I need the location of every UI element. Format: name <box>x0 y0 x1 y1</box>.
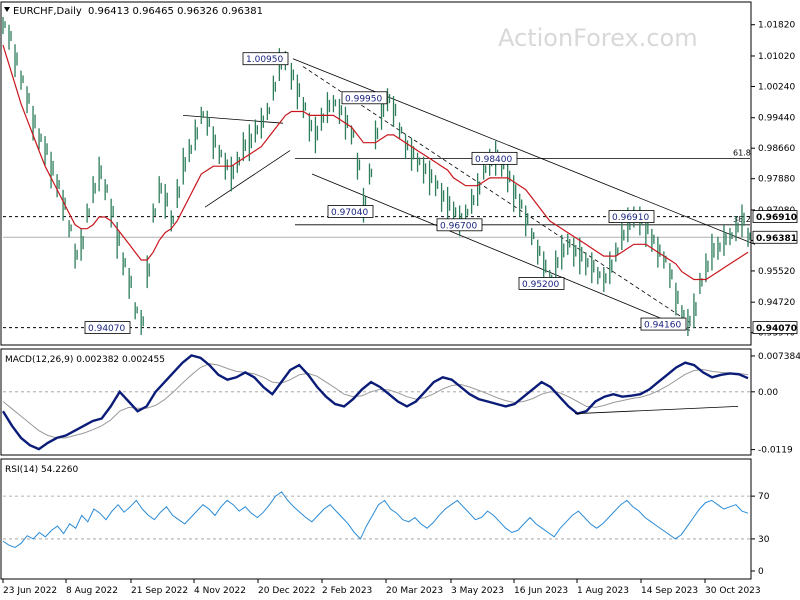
annotation-label: 0.94070 <box>88 324 125 334</box>
price-tick-label: 0.95520 <box>758 267 795 277</box>
x-tick-label: 21 Sep 2022 <box>131 586 188 596</box>
axis-price-label: 0.96381 <box>756 234 797 244</box>
trend-line <box>311 173 691 331</box>
axis-price-box <box>752 210 798 223</box>
annotation-box <box>84 321 131 334</box>
price-tick-label: 1.01020 <box>758 52 795 62</box>
price-tick-label: 1.01820 <box>758 21 795 31</box>
axis-price-box <box>752 321 798 334</box>
annotation-label: 0.96700 <box>440 221 477 231</box>
annotation-label: 0.97040 <box>331 208 368 218</box>
macd-series <box>1 354 749 451</box>
symbol-label: EURCHF,Daily <box>13 6 82 17</box>
trend-line <box>204 150 291 208</box>
x-tick-label: 20 Dec 2022 <box>258 586 316 596</box>
rsi-y-ticks: 70 30 0 <box>3 492 770 577</box>
x-tick-label: 20 Mar 2023 <box>386 586 443 596</box>
watermark: ActionForex.com <box>498 24 698 52</box>
macd-signal-line <box>2 363 749 439</box>
annotation-label: 0.95200 <box>522 280 559 290</box>
annotation-box <box>471 151 518 165</box>
macd-tick-label: -0.0119 <box>758 446 793 456</box>
trend-line <box>292 58 756 245</box>
macd-panel-frame <box>0 348 752 456</box>
macd-tick-label: 0.007384 <box>758 352 800 362</box>
x-axis-ticks: 23 Jun 2022 8 Aug 2022 21 Sep 2022 4 Nov 20… <box>2 579 761 596</box>
trend-line <box>182 114 284 124</box>
x-tick-label: 2 Feb 2023 <box>322 586 372 596</box>
trend-line <box>302 66 691 323</box>
rsi-tick-label: 70 <box>758 492 770 502</box>
annotation-label: 0.94160 <box>644 321 681 331</box>
price-annotations: 1.00950 0.99950 0.97040 0.96700 0.98400 0.952… <box>84 52 687 334</box>
macd-title: MACD(12,26,9) 0.002382 0.002455 <box>5 355 165 365</box>
price-tick-label: 0.97880 <box>758 175 795 185</box>
fib-61-8-label: 61.8 <box>733 148 751 157</box>
x-tick-label: 4 Nov 2022 <box>194 586 246 596</box>
x-tick-label: 23 Jun 2022 <box>3 586 57 596</box>
rsi-panel-frame <box>0 458 752 580</box>
annotation-label: 1.00950 <box>246 55 283 65</box>
macd-line <box>1 354 749 451</box>
macd-divergence-line <box>574 405 739 415</box>
annotation-label: 0.98400 <box>475 155 512 165</box>
annotation-label: 0.99950 <box>345 94 382 104</box>
rsi-series <box>2 491 749 549</box>
rsi-tick-label: 0 <box>758 567 764 577</box>
annotation-box <box>242 52 289 66</box>
axis-price-label: 0.94070 <box>756 324 797 334</box>
rsi-tick-label: 30 <box>758 535 770 545</box>
annotation-box <box>518 277 565 290</box>
price-tick-label: 0.94720 <box>758 298 795 308</box>
rsi-title: RSI(14) 54.2260 <box>5 465 78 475</box>
macd-y-ticks: 0.007384 0.00 -0.0119 <box>3 352 800 456</box>
annotation-box <box>436 218 483 232</box>
x-tick-label: 14 Sep 2023 <box>641 586 698 596</box>
annotation-label: 0.96910 <box>612 213 649 223</box>
axis-price-box <box>752 230 798 244</box>
price-panel-frame <box>0 1 752 346</box>
macd-tick-label: 0.00 <box>758 388 778 398</box>
collapse-arrow-icon[interactable] <box>4 7 10 12</box>
annotation-box <box>640 317 687 331</box>
annotation-box <box>341 91 388 105</box>
price-tick-label: 0.99440 <box>758 114 795 124</box>
x-tick-label: 1 Aug 2023 <box>577 586 629 596</box>
rsi-line <box>2 491 749 549</box>
moving-average-line <box>2 44 749 281</box>
price-tick-label: 0.98660 <box>758 144 795 154</box>
axis-price-label: 0.96910 <box>756 213 797 223</box>
price-tick-label: 1.00240 <box>758 82 795 92</box>
x-tick-label: 16 Jun 2023 <box>514 586 568 596</box>
x-tick-label: 30 Oct 2023 <box>705 586 761 596</box>
x-tick-label: 8 Aug 2022 <box>66 586 118 596</box>
x-tick-label: 3 May 2023 <box>451 586 504 596</box>
annotation-box <box>327 205 374 218</box>
ohlc-readout: 0.96413 0.96465 0.96326 0.96381 <box>88 6 263 17</box>
annotation-box <box>608 210 655 223</box>
